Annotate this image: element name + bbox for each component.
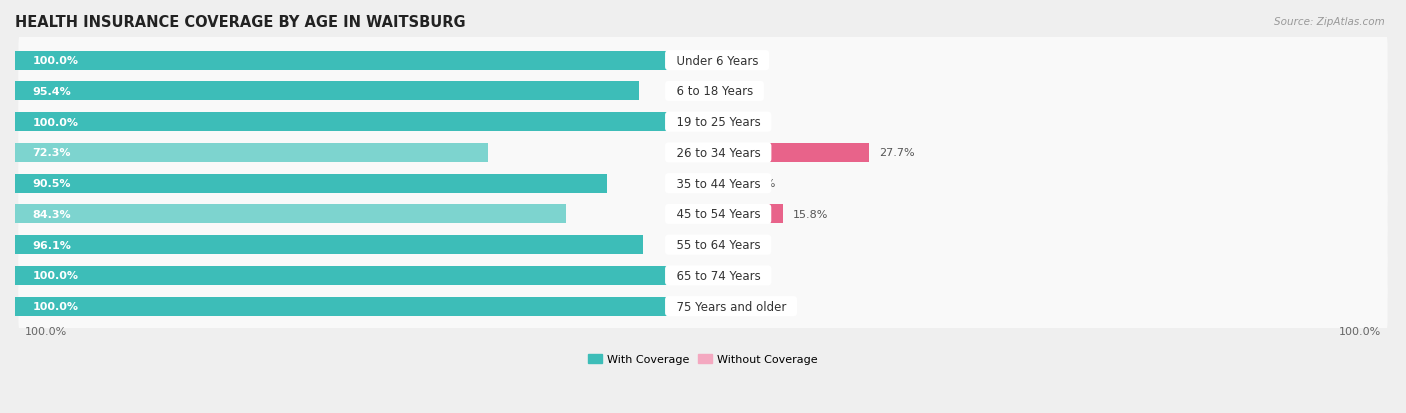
Bar bbox=[15, 205, 567, 224]
Text: 65 to 74 Years: 65 to 74 Years bbox=[669, 269, 768, 282]
FancyBboxPatch shape bbox=[18, 32, 1388, 90]
Text: Source: ZipAtlas.com: Source: ZipAtlas.com bbox=[1274, 17, 1385, 26]
Text: 75 Years and older: 75 Years and older bbox=[669, 300, 793, 313]
Bar bbox=[669, 205, 783, 224]
Text: 0.0%: 0.0% bbox=[727, 56, 755, 66]
Bar bbox=[669, 266, 717, 285]
Text: 55 to 64 Years: 55 to 64 Years bbox=[669, 239, 768, 252]
Bar bbox=[15, 266, 669, 285]
FancyBboxPatch shape bbox=[18, 185, 1388, 243]
FancyBboxPatch shape bbox=[18, 247, 1388, 305]
Text: 100.0%: 100.0% bbox=[32, 301, 79, 311]
Bar bbox=[669, 82, 717, 101]
FancyBboxPatch shape bbox=[18, 216, 1388, 274]
Bar bbox=[15, 113, 669, 132]
Text: 6 to 18 Years: 6 to 18 Years bbox=[669, 85, 761, 98]
FancyBboxPatch shape bbox=[18, 278, 1388, 335]
Text: 35 to 44 Years: 35 to 44 Years bbox=[669, 177, 768, 190]
Text: 100.0%: 100.0% bbox=[25, 326, 67, 336]
Text: 84.3%: 84.3% bbox=[32, 209, 70, 219]
Text: 0.0%: 0.0% bbox=[727, 271, 755, 281]
Bar bbox=[669, 174, 737, 193]
Text: 9.5%: 9.5% bbox=[748, 179, 776, 189]
Text: 90.5%: 90.5% bbox=[32, 179, 70, 189]
Text: 27.7%: 27.7% bbox=[879, 148, 915, 158]
Text: Under 6 Years: Under 6 Years bbox=[669, 55, 766, 67]
Text: 95.4%: 95.4% bbox=[32, 87, 70, 97]
Text: 72.3%: 72.3% bbox=[32, 148, 70, 158]
Text: 19 to 25 Years: 19 to 25 Years bbox=[669, 116, 768, 129]
Text: 0.0%: 0.0% bbox=[727, 301, 755, 311]
FancyBboxPatch shape bbox=[18, 63, 1388, 121]
Bar bbox=[15, 82, 638, 101]
Bar bbox=[669, 297, 717, 316]
Bar bbox=[15, 52, 669, 71]
Bar bbox=[15, 297, 669, 316]
Text: 100.0%: 100.0% bbox=[1339, 326, 1381, 336]
Bar bbox=[669, 113, 717, 132]
Bar bbox=[15, 235, 643, 254]
Bar bbox=[669, 235, 717, 254]
Text: 96.1%: 96.1% bbox=[32, 240, 72, 250]
Text: 15.8%: 15.8% bbox=[793, 209, 828, 219]
FancyBboxPatch shape bbox=[18, 155, 1388, 213]
Text: 0.0%: 0.0% bbox=[727, 117, 755, 127]
Text: 45 to 54 Years: 45 to 54 Years bbox=[669, 208, 768, 221]
Text: 4.6%: 4.6% bbox=[727, 87, 755, 97]
Text: 100.0%: 100.0% bbox=[32, 117, 79, 127]
Text: HEALTH INSURANCE COVERAGE BY AGE IN WAITSBURG: HEALTH INSURANCE COVERAGE BY AGE IN WAIT… bbox=[15, 15, 465, 30]
Bar bbox=[15, 144, 488, 163]
Bar bbox=[669, 144, 869, 163]
Bar bbox=[15, 174, 606, 193]
Text: 3.9%: 3.9% bbox=[727, 240, 755, 250]
FancyBboxPatch shape bbox=[18, 93, 1388, 151]
Text: 100.0%: 100.0% bbox=[32, 56, 79, 66]
FancyBboxPatch shape bbox=[18, 124, 1388, 182]
Bar bbox=[669, 52, 717, 71]
Text: 100.0%: 100.0% bbox=[32, 271, 79, 281]
Legend: With Coverage, Without Coverage: With Coverage, Without Coverage bbox=[583, 349, 823, 369]
Text: 26 to 34 Years: 26 to 34 Years bbox=[669, 147, 768, 159]
